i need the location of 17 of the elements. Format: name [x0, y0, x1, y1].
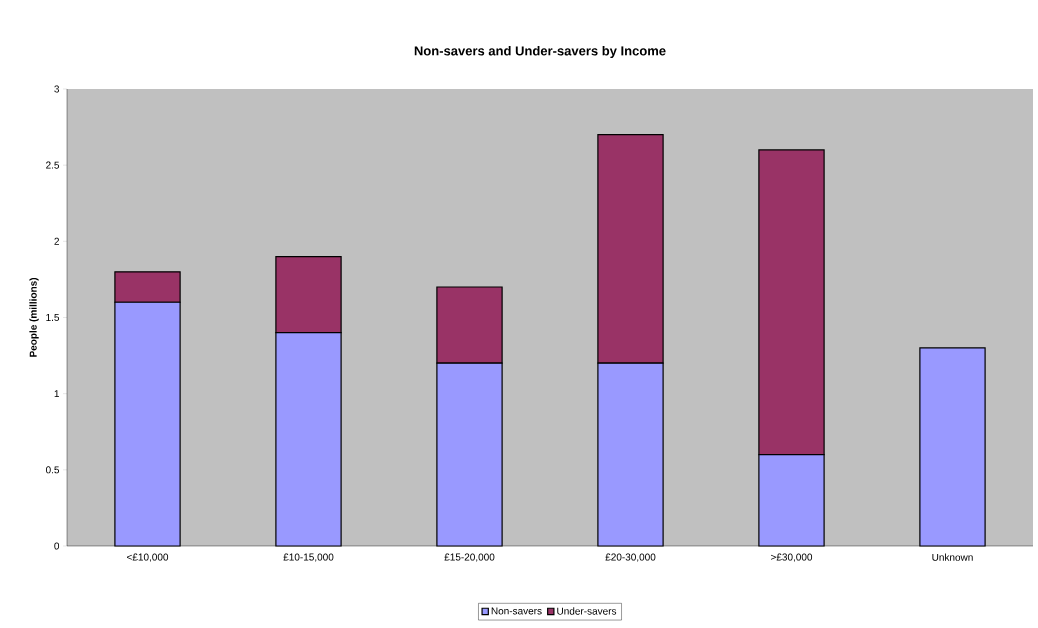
x-tick-label: >£30,000: [770, 553, 813, 562]
y-tick-label: 1: [54, 390, 59, 398]
y-tick-label: 3: [54, 85, 60, 93]
x-tick-label: £10-15,000: [283, 553, 334, 562]
x-tick-label: Unknown: [932, 553, 973, 561]
y-tick-label: 1.5: [46, 313, 60, 321]
y-tick-label: 0: [54, 542, 60, 550]
legend-label: Non-savers: [491, 607, 542, 615]
y-tick-label: 2.5: [46, 161, 60, 169]
chart-title: Non-savers and Under-savers by Income: [414, 45, 666, 59]
x-tick-label: <£10,000: [127, 553, 169, 562]
y-tick-label: 0.5: [45, 466, 60, 474]
legend-label: Under-savers: [557, 607, 617, 615]
y-tick-label: 2: [54, 237, 59, 245]
y-axis-title: People (millions): [29, 277, 39, 357]
x-tick-label: £20-30,000: [605, 553, 656, 562]
x-tick-label: £15-20,000: [444, 553, 495, 562]
